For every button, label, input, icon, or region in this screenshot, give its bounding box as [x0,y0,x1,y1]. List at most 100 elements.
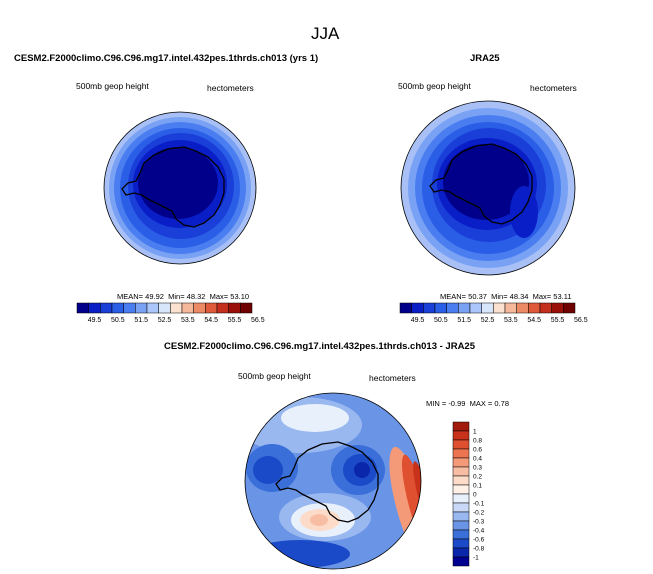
panel-3-colorbar-tick-label: 0.6 [473,447,482,454]
panel-3-colorbar-tick-label: 0.3 [473,465,482,472]
panel-1-colorbar-box-10 [193,302,206,314]
panel-3-colorbar-box-6 [452,475,470,486]
panel-3-map-border [244,392,422,570]
panel-1-mean: 49.92 [145,292,164,301]
panel-1-max-label: Max= [209,292,229,301]
panel-2-mean: 50.37 [468,292,487,301]
panel-2-colorbar-box-7 [481,302,494,314]
panel-3-map [245,393,421,569]
panel-1-colorbar-tick-label: 52.5 [158,317,172,324]
panel-1-colorbar-tick-label: 50.5 [111,317,125,324]
panel-3-colorbar-tick-label: -0.6 [473,537,485,544]
panel-3-colorbar-tick-label: 0.2 [473,474,482,481]
panel-1-colorbar-tick-label: 51.5 [134,317,148,324]
panel-3-max-label: MAX = [469,399,493,408]
panel-3-max: 0.78 [494,399,510,408]
panel-2-map [401,101,575,275]
panel-1-map-border [103,111,257,265]
panel-2-colorbar-box-10 [516,302,529,314]
panel-3-colorbar-box-8 [452,493,470,504]
panel-2-max-label: Max= [532,292,552,301]
panel-1-colorbar: 49.5 50.5 51.5 52.5 53.5 54.5 55.5 56.5 [76,302,265,324]
panel-2-colorbar-box-3 [434,302,447,314]
panel-2-colorbar-box-6 [469,302,482,314]
panel-2-colorbar-box-2 [423,302,436,314]
panel-2-colorbar-box-9 [504,302,517,314]
panel-2-min-label: Min= [491,292,508,301]
panel-1-min-label: Min= [168,292,185,301]
panel-3-colorbar-tick-label: 0 [473,492,477,499]
panel-3-colorbar-box-5 [452,466,470,477]
panel-2-colorbar-box-12 [539,302,552,314]
panel-3-stats: MIN = -0.99 MAX = 0.78 [426,399,509,408]
panel-2-title: JRA25 [470,53,500,64]
panel-1-colorbar-box-12 [216,302,229,314]
panel-1-colorbar-box-11 [205,302,218,314]
panel-3-colorbar-box-7 [452,484,470,495]
panel-1-colorbar-box-9 [181,302,194,314]
panel-2-colorbar-box-13 [551,302,564,314]
panel-1-title: CESM2.F2000climo.C96.C96.mg17.intel.432p… [14,53,319,64]
panel-3-colorbar-tick-label: 1 [473,429,477,436]
panel-1-colorbar-tick-label: 53.5 [181,317,195,324]
panel-1-colorbar-box-0 [76,302,89,314]
panel-2-colorbar-tick-label: 55.5 [551,317,565,324]
panel-2-min: 48.34 [509,292,529,301]
panel-3-variable-label: 500mb geop height [238,371,311,381]
panel-3-units-label: hectometers [369,373,416,383]
panel-3-colorbar-box-10 [452,511,470,522]
panel-3-colorbar-tick-label: -0.4 [473,528,485,535]
panel-1-colorbar-tick-label: 56.5 [251,317,265,324]
panel-2-colorbar-box-0 [399,302,412,314]
panel-2-colorbar-tick-label: 56.5 [574,317,588,324]
panel-2-colorbar-box-4 [446,302,459,314]
panel-3-min-label: MIN = [426,399,447,408]
panel-2-colorbar-tick-label: 49.5 [411,317,425,324]
panel-1-units-label: hectometers [207,83,254,93]
panel-3-colorbar-box-2 [452,439,470,450]
panel-2-max: 53.11 [553,292,572,301]
panel-2-mean-label: MEAN= [440,292,467,301]
panel-1-colorbar-box-4 [123,302,136,314]
panel-3-colorbar-tick-label: -1 [473,555,479,562]
panel-2-stats: MEAN= 50.37 Min= 48.34 Max= 53.11 [440,292,572,301]
panel-1-stats: MEAN= 49.92 Min= 48.32 Max= 53.10 [117,292,249,301]
panel-1-colorbar-tick-label: 54.5 [204,317,218,324]
panel-1-colorbar-box-14 [240,302,253,314]
panel-3-colorbar-tick-label: -0.3 [473,519,485,526]
panel-3-colorbar-tick-label: -0.8 [473,546,485,553]
panel-2-colorbar-tick-label: 51.5 [457,317,471,324]
panel-2-colorbar-tick-label: 53.5 [504,317,518,324]
panel-1-max: 53.10 [230,292,250,301]
panel-1-colorbar-box-7 [158,302,171,314]
panel-2-colorbar: 49.5 50.5 51.5 52.5 53.5 54.5 55.5 56.5 [399,302,588,324]
panel-2-colorbar-box-1 [411,302,424,314]
panel-3-colorbar-box-4 [452,457,470,468]
panel-1-colorbar-box-1 [88,302,101,314]
panel-3-colorbar-box-0 [452,421,470,432]
panel-3-colorbar: 1 0.8 0.6 0.4 0.3 0.2 0.1 0 -0.1 -0.2 -0.3 -0.4 -0.6… [452,421,485,567]
panel-3-colorbar-tick-label: -0.1 [473,501,485,508]
panel-3-colorbar-box-14 [452,547,470,558]
panel-1-min: 48.32 [186,292,206,301]
panel-2-colorbar-box-5 [458,302,471,314]
panel-2-colorbar-box-8 [493,302,506,314]
panel-1-mean-label: MEAN= [117,292,144,301]
panel-1-map [104,112,256,264]
panel-3-colorbar-box-12 [452,529,470,540]
panel-1-colorbar-box-8 [170,302,183,314]
panel-3-colorbar-tick-label: 0.8 [473,438,482,445]
panel-3-colorbar-box-11 [452,520,470,531]
panel-1-colorbar-box-5 [135,302,148,314]
panel-3-colorbar-box-3 [452,448,470,459]
panel-2-map-border [400,100,576,276]
panel-3-colorbar-box-1 [452,430,470,441]
figure-title: JJA [311,24,340,43]
panel-2-colorbar-tick-label: 52.5 [481,317,495,324]
panel-1-colorbar-box-2 [100,302,113,314]
panel-1-variable-label: 500mb geop height [76,81,149,91]
panel-2-colorbar-tick-label: 54.5 [527,317,541,324]
panel-1-colorbar-tick-label: 55.5 [228,317,242,324]
panel-1-colorbar-tick-label: 49.5 [88,317,102,324]
